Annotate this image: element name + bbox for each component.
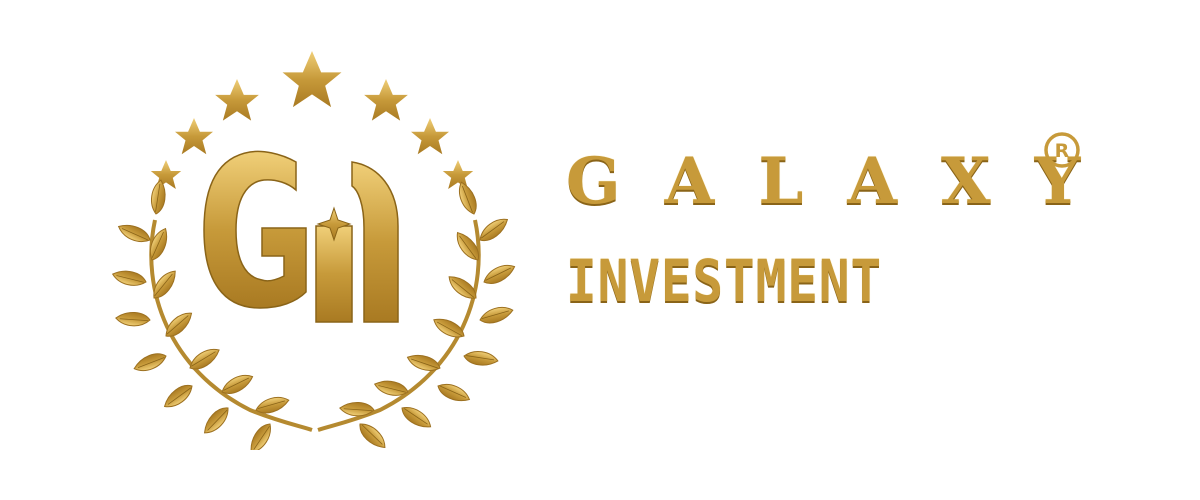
brand-name-investment: INVESTMENT <box>566 247 883 315</box>
star-icon <box>364 79 408 121</box>
brand-name-galaxy: GALAXY <box>566 144 1125 219</box>
star-icon <box>150 160 182 189</box>
gi-monogram <box>203 150 399 323</box>
laurel-wreath-icon <box>110 178 519 457</box>
logo-emblem <box>110 51 519 457</box>
galaxy-investment-logo <box>100 30 530 457</box>
star-icon <box>215 79 259 121</box>
brand-wordmark: GALAXY INVESTMENT R <box>560 130 1120 330</box>
star-icon <box>411 118 449 155</box>
svg-text:R: R <box>1055 140 1070 162</box>
star-icon <box>282 51 342 108</box>
star-icon <box>442 160 474 189</box>
registered-icon: R <box>1044 132 1080 168</box>
star-icon <box>175 118 213 155</box>
sparkle-icon <box>316 206 352 242</box>
